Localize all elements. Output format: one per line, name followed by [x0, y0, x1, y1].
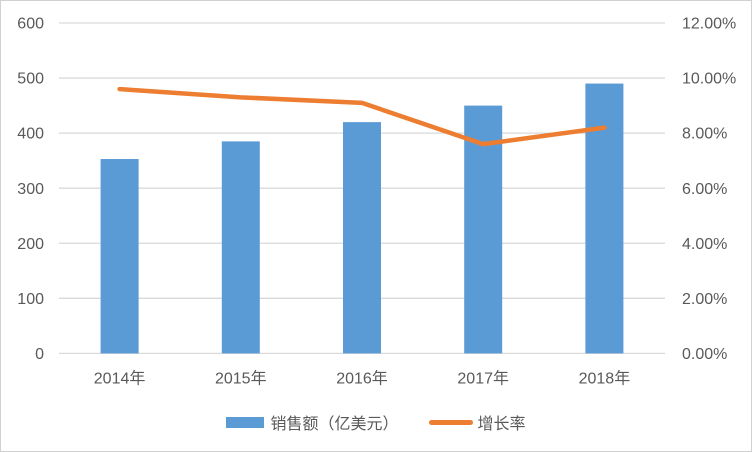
- left-axis-tick-label: 500: [17, 71, 44, 88]
- left-axis-tick-label: 0: [35, 346, 44, 363]
- sales-bar: [585, 83, 624, 354]
- legend-item-growth: 增长率: [428, 410, 526, 434]
- right-axis-tick-label: 12.00%: [682, 16, 736, 33]
- right-axis-tick-label: 4.00%: [682, 236, 727, 253]
- left-axis-tick-label: 100: [17, 291, 44, 308]
- right-axis-tick-label: 0.00%: [682, 346, 727, 363]
- growth-rate-line: [117, 86, 607, 147]
- sales-bar: [464, 105, 503, 354]
- right-axis-tick-label: 8.00%: [682, 126, 727, 143]
- x-axis-label: 2015年: [215, 370, 267, 388]
- bar-series-swatch: [226, 416, 265, 428]
- legend-item-sales: 销售额（亿美元）: [226, 410, 399, 434]
- x-axis-label: 2017年: [457, 370, 509, 388]
- sales-bar: [221, 141, 260, 354]
- line-series-swatch: [428, 419, 473, 425]
- left-axis-tick-label: 300: [17, 181, 44, 198]
- right-axis-tick-label: 2.00%: [682, 291, 727, 308]
- legend-label-sales: 销售额（亿美元）: [270, 416, 399, 433]
- x-axis-label: 2016年: [336, 370, 388, 388]
- legend-label-growth: 增长率: [477, 416, 526, 433]
- sales-bar: [100, 159, 139, 354]
- right-axis-tick-label: 6.00%: [682, 181, 727, 198]
- right-axis-tick-label: 10.00%: [682, 71, 736, 88]
- legend: 销售额（亿美元） 增长率: [1, 408, 751, 436]
- x-axis-label: 2014年: [94, 370, 146, 388]
- sales-bar: [343, 122, 381, 354]
- left-axis-tick-label: 200: [17, 236, 44, 253]
- x-axis-label: 2018年: [579, 370, 631, 388]
- left-axis-tick-label: 600: [17, 16, 44, 33]
- left-axis-tick-label: 400: [17, 126, 44, 143]
